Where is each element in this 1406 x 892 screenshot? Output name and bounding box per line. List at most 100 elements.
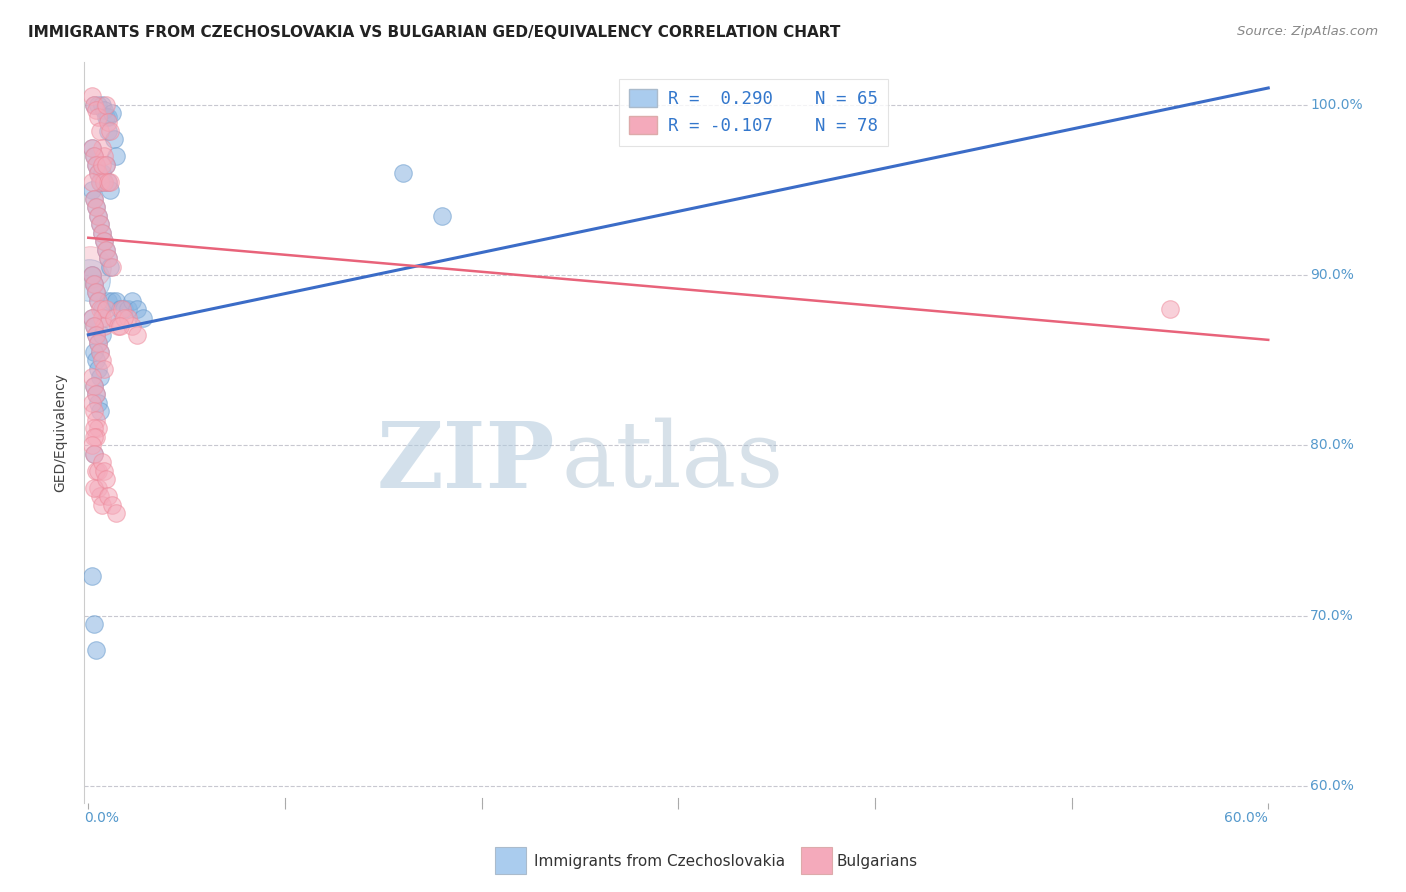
Point bbox=[82, 175, 104, 189]
Point bbox=[93, 175, 115, 189]
Point bbox=[432, 209, 454, 223]
Point bbox=[83, 379, 105, 393]
Point bbox=[97, 293, 120, 308]
Point bbox=[83, 319, 105, 334]
Point bbox=[91, 455, 114, 469]
Point bbox=[82, 310, 104, 325]
Point bbox=[94, 157, 117, 171]
Point bbox=[82, 370, 104, 384]
Point bbox=[97, 115, 120, 129]
Point bbox=[89, 370, 111, 384]
Point bbox=[98, 183, 121, 197]
Point bbox=[98, 123, 121, 137]
Point bbox=[87, 98, 110, 112]
Point bbox=[84, 327, 107, 342]
Point bbox=[121, 319, 143, 334]
Point bbox=[93, 361, 115, 376]
Point bbox=[97, 251, 120, 265]
Bar bbox=[801, 847, 832, 874]
Point bbox=[97, 123, 120, 137]
Point bbox=[93, 234, 115, 248]
Point bbox=[97, 110, 120, 124]
Point bbox=[83, 447, 105, 461]
Point bbox=[91, 140, 114, 154]
Point bbox=[83, 617, 105, 632]
Text: 80.0%: 80.0% bbox=[1310, 438, 1354, 452]
Point bbox=[77, 273, 100, 287]
Point bbox=[89, 404, 111, 418]
Point bbox=[82, 140, 104, 154]
Point bbox=[107, 319, 129, 334]
Point bbox=[98, 260, 121, 274]
Point bbox=[87, 166, 110, 180]
Point bbox=[104, 149, 127, 163]
Text: atlas: atlas bbox=[561, 418, 783, 507]
Point bbox=[94, 110, 117, 124]
Point bbox=[94, 310, 117, 325]
Point bbox=[84, 157, 107, 171]
Point bbox=[83, 379, 105, 393]
Point bbox=[82, 310, 104, 325]
Point bbox=[93, 175, 115, 189]
Point bbox=[84, 464, 107, 478]
Point bbox=[84, 157, 107, 171]
Point bbox=[87, 209, 110, 223]
Point bbox=[93, 149, 115, 163]
Point bbox=[94, 243, 117, 257]
Point bbox=[103, 132, 125, 146]
Point bbox=[104, 293, 127, 308]
Point bbox=[87, 396, 110, 410]
Point bbox=[84, 642, 107, 657]
Point bbox=[84, 413, 107, 427]
Point bbox=[91, 166, 114, 180]
Point bbox=[84, 200, 107, 214]
Point bbox=[127, 327, 149, 342]
Point bbox=[101, 498, 124, 512]
Point bbox=[82, 268, 104, 283]
Point bbox=[84, 430, 107, 444]
Point bbox=[98, 175, 121, 189]
Point bbox=[89, 217, 111, 231]
Text: 90.0%: 90.0% bbox=[1310, 268, 1354, 282]
Point bbox=[97, 490, 120, 504]
Point bbox=[117, 310, 139, 325]
Point bbox=[83, 430, 105, 444]
Point bbox=[91, 226, 114, 240]
Point bbox=[101, 293, 124, 308]
Point bbox=[91, 157, 114, 171]
Point bbox=[89, 123, 111, 137]
Point bbox=[84, 285, 107, 300]
Point bbox=[87, 336, 110, 351]
Point bbox=[89, 175, 111, 189]
Point bbox=[112, 302, 135, 317]
Point bbox=[83, 481, 105, 495]
Point bbox=[103, 310, 125, 325]
Point bbox=[83, 344, 105, 359]
Point bbox=[79, 260, 101, 274]
Point bbox=[83, 277, 105, 291]
Point bbox=[1159, 302, 1181, 317]
Point bbox=[87, 464, 110, 478]
Point bbox=[87, 481, 110, 495]
Point bbox=[108, 302, 131, 317]
Point bbox=[97, 251, 120, 265]
Point bbox=[94, 472, 117, 486]
Point bbox=[117, 302, 139, 317]
Text: Immigrants from Czechoslovakia: Immigrants from Czechoslovakia bbox=[534, 855, 786, 869]
Point bbox=[93, 464, 115, 478]
Point bbox=[83, 149, 105, 163]
Point bbox=[87, 293, 110, 308]
Point bbox=[83, 98, 105, 112]
Point bbox=[112, 310, 135, 325]
Point bbox=[83, 149, 105, 163]
Point bbox=[91, 302, 114, 317]
Text: 100.0%: 100.0% bbox=[1310, 98, 1362, 112]
Point bbox=[101, 260, 124, 274]
Point bbox=[87, 421, 110, 435]
Point bbox=[87, 293, 110, 308]
Point bbox=[89, 344, 111, 359]
Point bbox=[97, 175, 120, 189]
Text: 60.0%: 60.0% bbox=[1310, 779, 1354, 793]
Y-axis label: GED/Equivalency: GED/Equivalency bbox=[53, 373, 67, 492]
Point bbox=[91, 98, 114, 112]
